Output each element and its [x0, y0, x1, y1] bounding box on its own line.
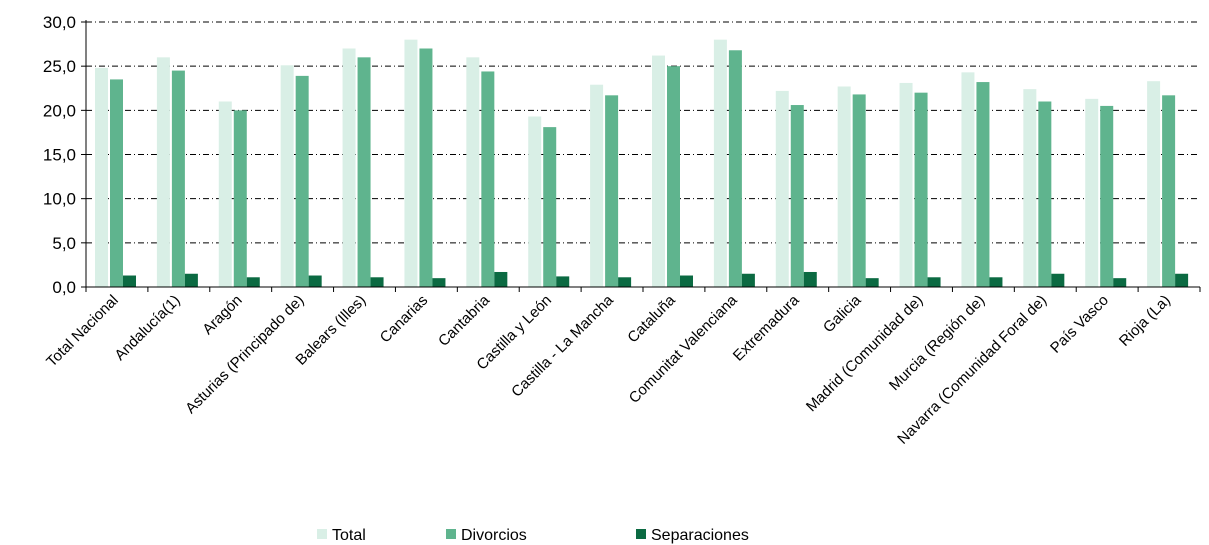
- bar-divorcios: [790, 105, 804, 288]
- x-tick-label: Extremadura: [730, 291, 803, 364]
- bar-separaciones: [308, 275, 322, 287]
- bar-total: [404, 39, 418, 287]
- bar-divorcios: [295, 75, 309, 287]
- bar-total: [280, 65, 294, 288]
- x-tick-label: Cantabria: [435, 291, 493, 349]
- bars: [95, 39, 1189, 288]
- gridlines: [86, 21, 1200, 244]
- bar-divorcios: [605, 95, 619, 287]
- y-tick-label: 30,0: [43, 13, 76, 32]
- bar-divorcios: [171, 70, 185, 287]
- bar-separaciones: [927, 277, 941, 287]
- bar-divorcios: [667, 66, 680, 288]
- bar-total: [528, 116, 542, 288]
- y-tick-label: 0,0: [52, 278, 76, 297]
- bar-divorcios: [728, 50, 742, 288]
- y-tick-label: 5,0: [52, 234, 76, 253]
- bar-divorcios: [1038, 101, 1052, 287]
- y-axis-ticks: 0,0 5,0 10,0 15,0 20,0 25,0 30,0: [43, 13, 86, 297]
- bar-separaciones: [1113, 278, 1127, 287]
- x-tick-label: País Vasco: [1047, 292, 1112, 357]
- bar-separaciones: [680, 275, 693, 287]
- y-tick-label: 25,0: [43, 57, 76, 76]
- bar-separaciones: [803, 271, 817, 287]
- x-tick-label: Cataluña: [624, 291, 679, 346]
- x-tick-label: Rioja (La): [1116, 292, 1174, 350]
- bar-total: [1147, 81, 1161, 287]
- x-tick-label: Comunitat Valenciana: [626, 291, 741, 406]
- bar-separaciones: [618, 277, 632, 287]
- bar-total: [961, 72, 975, 287]
- bar-total: [156, 57, 170, 288]
- bar-divorcios: [357, 57, 371, 288]
- bar-separaciones: [246, 277, 260, 287]
- bar-separaciones: [865, 278, 879, 287]
- x-tick-label: Asturias (Principado de): [182, 292, 307, 417]
- bar-separaciones: [370, 277, 384, 287]
- x-tick-label: Andalucía(1): [111, 292, 183, 364]
- y-tick-label: 15,0: [43, 146, 76, 165]
- bar-total: [652, 55, 665, 287]
- legend-swatch-separaciones: [636, 529, 646, 539]
- bar-separaciones: [556, 276, 570, 287]
- bar-total: [1023, 89, 1037, 287]
- bar-total: [95, 67, 108, 287]
- bar-total: [342, 48, 356, 287]
- bar-divorcios: [1162, 95, 1176, 287]
- bar-total: [713, 39, 727, 287]
- bar-total: [1085, 98, 1099, 287]
- bar-separaciones: [741, 273, 755, 287]
- legend-label: Total: [332, 527, 366, 544]
- legend-label: Separaciones: [651, 527, 749, 544]
- bar-total: [466, 57, 480, 288]
- bar-divorcios: [914, 92, 928, 288]
- y-tick-label: 10,0: [43, 190, 76, 209]
- legend-swatch-divorcios: [446, 529, 456, 539]
- bar-total: [775, 90, 789, 288]
- x-tick-label: Galicia: [820, 291, 865, 336]
- bar-divorcios: [543, 127, 557, 287]
- bar-total: [899, 82, 913, 287]
- bar-separaciones: [184, 273, 198, 287]
- x-tick-label: Madrid (Comunidad de): [803, 292, 926, 415]
- bar-divorcios: [419, 48, 433, 287]
- bar-separaciones: [989, 277, 1003, 287]
- x-tick-label: Canarias: [377, 292, 431, 346]
- bar-total: [590, 84, 604, 287]
- bar-divorcios: [233, 110, 247, 287]
- bar-separaciones: [123, 275, 136, 287]
- legend-swatch-total: [317, 529, 327, 539]
- bar-separaciones: [1051, 273, 1065, 287]
- bar-separaciones: [1175, 273, 1189, 287]
- x-tick-label: Aragón: [199, 292, 245, 338]
- bar-divorcios: [1100, 105, 1114, 288]
- x-tick-label: Total Nacional: [43, 292, 122, 371]
- legend: Total Divorcios Separaciones: [317, 527, 749, 544]
- bar-divorcios: [976, 82, 990, 287]
- bar-separaciones: [494, 271, 508, 287]
- y-tick-label: 20,0: [43, 101, 76, 120]
- bar-divorcios: [481, 71, 495, 287]
- legend-label: Divorcios: [461, 527, 527, 544]
- bar-divorcios: [110, 79, 123, 288]
- x-axis: [85, 20, 1201, 292]
- bar-total: [837, 86, 851, 287]
- bar-divorcios: [852, 94, 866, 287]
- bar-total: [218, 101, 232, 287]
- bar-separaciones: [432, 278, 446, 287]
- x-tick-label: Castilla - La Mancha: [508, 291, 617, 400]
